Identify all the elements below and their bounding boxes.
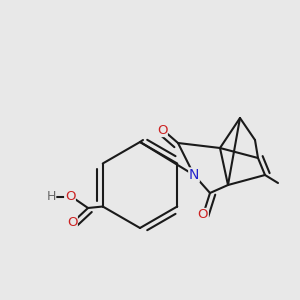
Text: O: O <box>67 215 77 229</box>
Text: O: O <box>198 208 208 221</box>
Text: H: H <box>46 190 56 203</box>
Text: O: O <box>157 124 167 136</box>
Text: N: N <box>189 168 199 182</box>
Text: O: O <box>65 190 75 203</box>
